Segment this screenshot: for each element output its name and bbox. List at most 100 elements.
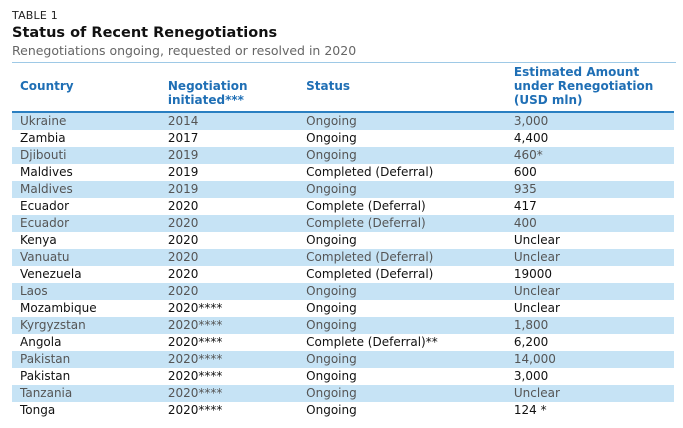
table-row: Pakistan 2020**** Ongoing 14,000: [12, 351, 674, 368]
cell-initiated: 2019: [167, 181, 307, 198]
cell-amount: 935: [513, 181, 674, 198]
cell-status: Ongoing: [306, 181, 514, 198]
cell-country: Maldives: [12, 164, 168, 181]
table-row: Djibouti 2019 Ongoing 460*: [12, 147, 674, 164]
table-row: Angola 2020**** Complete (Deferral)** 6,200: [12, 334, 674, 351]
cell-country: Vanuatu: [12, 249, 168, 266]
cell-amount: Unclear: [513, 300, 674, 317]
cell-status: Ongoing: [306, 147, 514, 164]
top-rule: [12, 62, 676, 63]
table-row: Pakistan 2020**** Ongoing 3,000: [12, 368, 674, 385]
cell-amount: Unclear: [513, 283, 674, 300]
cell-country: Mozambique: [12, 300, 168, 317]
cell-country: Kyrgyzstan: [12, 317, 168, 334]
cell-status: Ongoing: [306, 113, 514, 130]
table-title: Status of Recent Renegotiations: [12, 25, 278, 41]
renegotiations-table: Country Negotiation initiated*** Status E…: [12, 63, 674, 419]
cell-amount: 600: [513, 164, 674, 181]
table-row: Laos 2020 Ongoing Unclear: [12, 283, 674, 300]
table-row: Tanzania 2020**** Ongoing Unclear: [12, 385, 674, 402]
cell-status: Completed (Deferral): [306, 164, 514, 181]
cell-initiated: 2020: [167, 249, 307, 266]
cell-status: Ongoing: [306, 351, 514, 368]
cell-status: Ongoing: [306, 317, 514, 334]
table-row: Kyrgyzstan 2020**** Ongoing 1,800: [12, 317, 674, 334]
cell-initiated: 2019: [167, 164, 307, 181]
table-row: Venezuela 2020 Completed (Deferral) 19000: [12, 266, 674, 283]
cell-amount: 124 *: [513, 402, 674, 419]
cell-amount: 460*: [513, 147, 674, 164]
cell-country: Djibouti: [12, 147, 168, 164]
cell-status: Ongoing: [306, 283, 514, 300]
cell-country: Tanzania: [12, 385, 168, 402]
cell-amount: 6,200: [513, 334, 674, 351]
cell-initiated: 2020****: [167, 317, 307, 334]
table-row: Kenya 2020 Ongoing Unclear: [12, 232, 674, 249]
cell-country: Pakistan: [12, 368, 168, 385]
cell-country: Laos: [12, 283, 168, 300]
cell-amount: 3,000: [513, 368, 674, 385]
cell-country: Ukraine: [12, 113, 168, 130]
cell-amount: 14,000: [513, 351, 674, 368]
cell-amount: 417: [513, 198, 674, 215]
table-body: Ukraine 2014 Ongoing 3,000 Zambia 2017 Ongoing…: [12, 111, 674, 419]
cell-initiated: 2020****: [167, 300, 307, 317]
cell-status: Complete (Deferral): [306, 215, 514, 232]
cell-initiated: 2020****: [167, 385, 307, 402]
header-country: Country: [20, 79, 74, 93]
table-label: TABLE 1: [12, 9, 58, 22]
header-amount: Estimated Amount under Renegotiation (USD …: [513, 65, 654, 107]
cell-amount: Unclear: [513, 232, 674, 249]
cell-status: Ongoing: [306, 130, 514, 147]
header-initiated: Negotiation initiated***: [167, 79, 248, 107]
cell-country: Zambia: [12, 130, 168, 147]
cell-status: Ongoing: [306, 232, 514, 249]
cell-amount: 19000: [513, 266, 674, 283]
cell-initiated: 2020: [167, 232, 307, 249]
cell-country: Kenya: [12, 232, 168, 249]
cell-amount: 400: [513, 215, 674, 232]
cell-initiated: 2020: [167, 266, 307, 283]
table-row: Mozambique 2020**** Ongoing Unclear: [12, 300, 674, 317]
cell-amount: 4,400: [513, 130, 674, 147]
cell-status: Ongoing: [306, 385, 514, 402]
cell-country: Venezuela: [12, 266, 168, 283]
cell-status: Ongoing: [306, 300, 514, 317]
cell-amount: Unclear: [513, 249, 674, 266]
cell-country: Ecuador: [12, 215, 168, 232]
cell-status: Ongoing: [306, 368, 514, 385]
cell-country: Ecuador: [12, 198, 168, 215]
table-row: Zambia 2017 Ongoing 4,400: [12, 130, 674, 147]
cell-initiated: 2020: [167, 283, 307, 300]
cell-amount: Unclear: [513, 385, 674, 402]
cell-country: Maldives: [12, 181, 168, 198]
header-row: Country Negotiation initiated*** Status E…: [12, 63, 674, 111]
cell-initiated: 2020****: [167, 368, 307, 385]
cell-initiated: 2014: [167, 113, 307, 130]
table-subtitle: Renegotiations ongoing, requested or res…: [12, 43, 357, 58]
table-row: Ecuador 2020 Complete (Deferral) 400: [12, 215, 674, 232]
cell-country: Pakistan: [12, 351, 168, 368]
cell-status: Completed (Deferral): [306, 249, 514, 266]
cell-initiated: 2020****: [167, 351, 307, 368]
cell-status: Ongoing: [306, 402, 514, 419]
cell-initiated: 2020: [167, 215, 307, 232]
table-row: Ukraine 2014 Ongoing 3,000: [12, 113, 674, 130]
cell-country: Angola: [12, 334, 168, 351]
header-divider: [12, 111, 674, 113]
table-row: Ecuador 2020 Complete (Deferral) 417: [12, 198, 674, 215]
cell-initiated: 2020: [167, 198, 307, 215]
header-status: Status: [306, 79, 351, 93]
cell-status: Completed (Deferral): [306, 266, 514, 283]
table-row: Maldives 2019 Completed (Deferral) 600: [12, 164, 674, 181]
cell-amount: 1,800: [513, 317, 674, 334]
table-row: Tonga 2020**** Ongoing 124 *: [12, 402, 674, 419]
cell-initiated: 2019: [167, 147, 307, 164]
cell-amount: 3,000: [513, 113, 674, 130]
cell-initiated: 2020****: [167, 334, 307, 351]
cell-status: Complete (Deferral)**: [306, 334, 514, 351]
table-row: Maldives 2019 Ongoing 935: [12, 181, 674, 198]
cell-initiated: 2020****: [167, 402, 307, 419]
cell-status: Complete (Deferral): [306, 198, 514, 215]
cell-initiated: 2017: [167, 130, 307, 147]
